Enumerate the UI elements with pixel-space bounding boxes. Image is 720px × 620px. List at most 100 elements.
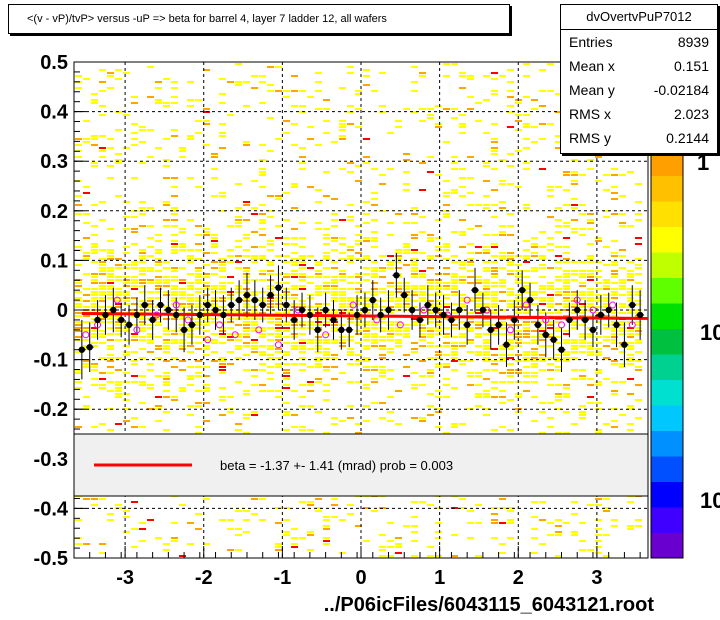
heat-cell xyxy=(203,273,210,275)
heat-cell xyxy=(91,306,98,308)
heat-cell xyxy=(275,90,282,92)
heat-cell xyxy=(515,312,522,314)
heat-cell xyxy=(635,351,642,353)
heat-cell xyxy=(411,267,418,269)
heat-cell xyxy=(467,276,474,278)
heat-cell xyxy=(523,324,530,326)
heat-cell xyxy=(163,294,170,296)
heat-cell xyxy=(203,312,210,314)
heat-cell xyxy=(539,291,546,293)
heat-cell xyxy=(243,369,250,371)
heat-cell xyxy=(515,330,522,332)
heat-cell xyxy=(395,249,402,251)
heat-cell xyxy=(427,504,434,506)
heat-cell xyxy=(291,90,298,92)
heat-cell xyxy=(371,318,378,320)
heat-cell xyxy=(603,300,610,302)
heat-cell xyxy=(491,285,498,287)
heat-cell xyxy=(619,321,626,323)
heat-cell xyxy=(371,324,378,326)
heat-cell xyxy=(555,255,562,257)
heat-cell xyxy=(507,234,514,236)
heat-cell xyxy=(283,429,290,431)
heat-cell xyxy=(203,264,210,266)
heat-cell xyxy=(403,336,410,338)
heat-cell xyxy=(323,120,330,122)
heat-cell xyxy=(451,108,458,110)
heat-cell xyxy=(603,189,610,191)
heat-cell xyxy=(571,348,578,350)
heat-cell xyxy=(627,312,634,314)
heat-cell xyxy=(155,318,162,320)
heat-cell xyxy=(371,402,378,404)
heat-cell xyxy=(435,345,442,347)
heat-cell xyxy=(99,318,106,320)
heat-cell xyxy=(235,423,242,425)
heat-cell xyxy=(555,93,562,95)
heat-cell xyxy=(211,288,218,290)
heat-cell xyxy=(251,375,258,377)
heat-cell xyxy=(75,426,82,428)
profile-point xyxy=(188,321,196,329)
heat-cell xyxy=(123,285,130,287)
heat-cell xyxy=(163,159,170,161)
heat-cell xyxy=(123,276,130,278)
heat-cell xyxy=(75,351,82,353)
heat-cell xyxy=(435,357,442,359)
heat-cell xyxy=(211,243,218,245)
heat-cell xyxy=(451,387,458,389)
stat-label: RMS x xyxy=(569,106,611,122)
heat-cell xyxy=(411,273,418,275)
heat-cell xyxy=(379,348,386,350)
open-marker xyxy=(628,321,636,329)
heat-cell xyxy=(75,297,82,299)
heat-cell xyxy=(371,270,378,272)
heat-cell xyxy=(579,303,586,305)
heat-cell xyxy=(435,333,442,335)
heat-cell xyxy=(275,66,282,68)
heat-cell xyxy=(507,381,514,383)
heat-cell xyxy=(147,129,154,131)
heat-cell xyxy=(123,381,130,383)
heat-cell xyxy=(259,519,266,521)
heat-cell xyxy=(627,378,634,380)
heat-cell xyxy=(587,288,594,290)
heat-cell xyxy=(619,327,626,329)
heat-cell xyxy=(499,426,506,428)
heat-cell xyxy=(363,306,370,308)
heat-cell xyxy=(459,327,466,329)
heat-cell xyxy=(91,93,98,95)
heat-cell xyxy=(523,330,530,332)
heat-cell xyxy=(475,291,482,293)
heat-cell xyxy=(83,300,90,302)
heat-cell xyxy=(499,543,506,545)
heat-cell xyxy=(619,330,626,332)
heat-cell xyxy=(539,90,546,92)
heat-cell xyxy=(115,303,122,305)
heat-cell xyxy=(299,426,306,428)
heat-cell xyxy=(187,177,194,179)
heat-cell xyxy=(115,357,122,359)
heat-cell xyxy=(611,297,618,299)
heat-cell xyxy=(179,504,186,506)
heat-cell xyxy=(179,147,186,149)
heat-cell xyxy=(219,285,226,287)
heat-cell xyxy=(411,264,418,266)
heat-cell xyxy=(115,369,122,371)
heat-cell xyxy=(171,339,178,341)
heat-cell xyxy=(563,270,570,272)
heat-cell xyxy=(371,276,378,278)
heat-cell xyxy=(379,267,386,269)
heat-cell xyxy=(627,279,634,281)
heat-cell xyxy=(155,321,162,323)
heat-cell xyxy=(75,315,82,317)
heat-cell xyxy=(251,369,258,371)
heat-cell xyxy=(267,243,274,245)
heat-cell xyxy=(299,105,306,107)
heat-cell xyxy=(563,261,570,263)
heat-cell xyxy=(323,348,330,350)
palette-cell xyxy=(651,532,683,559)
heat-cell xyxy=(259,219,266,221)
heat-cell xyxy=(171,186,178,188)
heat-cell xyxy=(507,225,514,227)
